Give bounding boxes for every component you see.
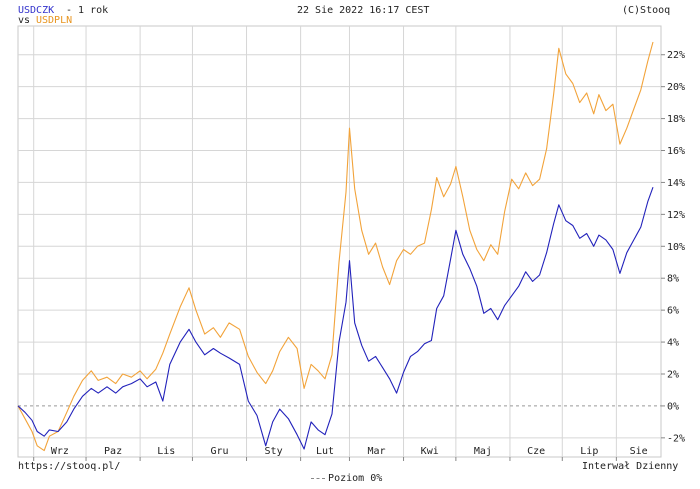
interval-label: Interwał Dzienny	[582, 461, 679, 472]
x-tick-label: Lis	[157, 446, 175, 457]
y-tick-label: 6%	[667, 306, 679, 317]
x-tick-label: Paz	[104, 446, 122, 457]
y-tick-label: 20%	[667, 82, 685, 93]
y-tick-label: 8%	[667, 274, 679, 285]
plot-frame	[17, 25, 662, 458]
x-tick-label: Mar	[367, 446, 385, 457]
symbol2-label[interactable]: USDPLN	[36, 15, 73, 26]
y-tick-label: 0%	[667, 401, 679, 412]
x-tick-label: Wrz	[51, 446, 69, 457]
y-tick-label: 10%	[667, 242, 685, 253]
vs-label: vs	[18, 15, 31, 26]
copyright-label: (C)Stooq	[622, 5, 671, 16]
x-tick-label: Gru	[210, 446, 228, 457]
y-tick-label: 14%	[667, 178, 685, 189]
y-tick-label: 2%	[667, 369, 679, 380]
zero-level-label: Poziom 0%	[328, 473, 383, 484]
x-tick-label: Cze	[527, 446, 545, 457]
series-line-usdczk	[17, 187, 654, 450]
dashed-line-icon	[311, 477, 326, 479]
zero-level-legend: Poziom 0%	[299, 461, 382, 485]
period-label: - 1 rok	[60, 5, 109, 16]
x-tick-label: Kwi	[421, 446, 439, 457]
source-url[interactable]: https://stooq.pl/	[18, 461, 121, 472]
x-tick-label: Lut	[316, 446, 334, 457]
y-tick-label: -2%	[667, 433, 685, 444]
y-tick-label: 16%	[667, 146, 685, 157]
y-tick-label: 18%	[667, 114, 685, 125]
x-tick-label: Sty	[265, 446, 283, 457]
datetime-label: 22 Sie 2022 16:17 CEST	[297, 5, 430, 16]
y-tick-label: 12%	[667, 210, 685, 221]
symbol1-label[interactable]: USDCZK	[18, 5, 55, 16]
y-tick-label: 22%	[667, 50, 685, 61]
x-tick-label: Maj	[474, 446, 492, 457]
series-line-usdpln	[17, 41, 654, 452]
x-tick-label: Sie	[630, 446, 648, 457]
y-tick-label: 4%	[667, 338, 679, 349]
x-tick-label: Lip	[580, 446, 598, 457]
